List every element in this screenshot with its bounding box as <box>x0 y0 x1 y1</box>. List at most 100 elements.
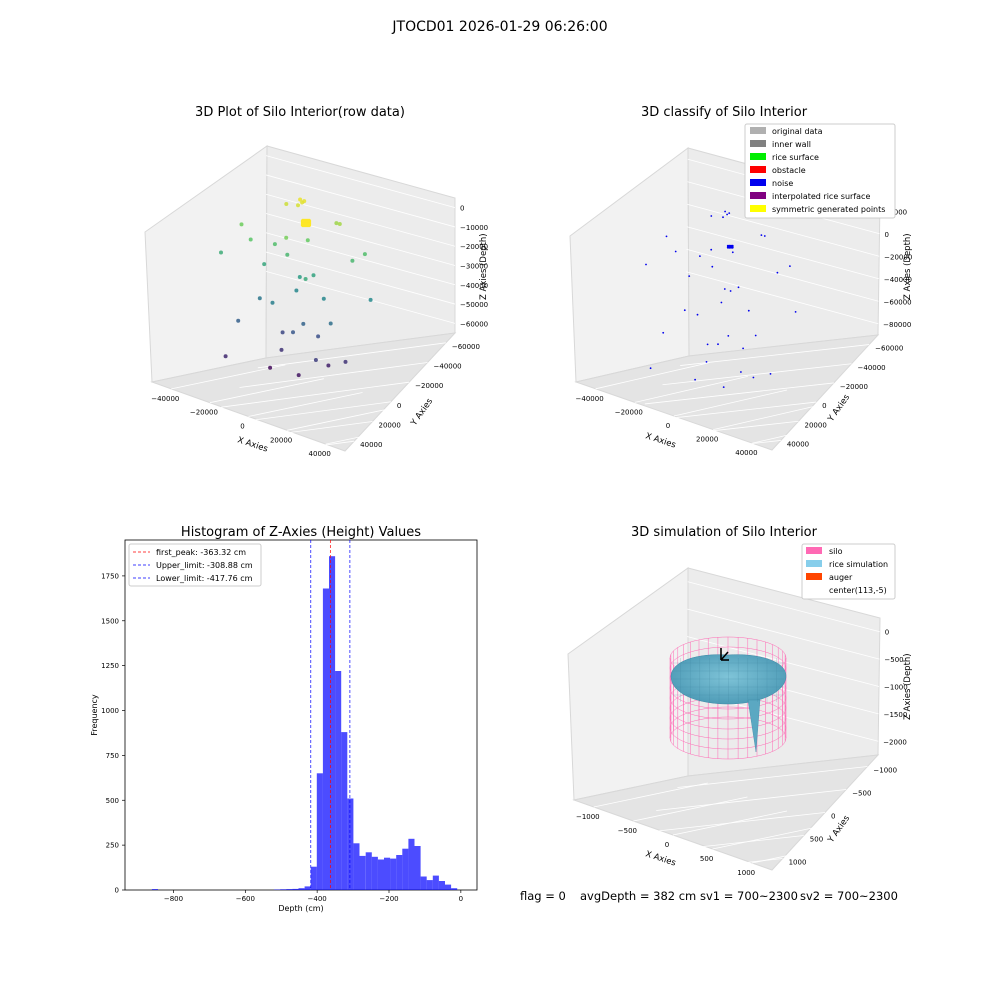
raw-point <box>316 334 321 339</box>
raw-zlabel: Z Axies (Depth) <box>479 233 489 300</box>
legend-swatch <box>806 560 822 567</box>
x-grid-line <box>752 838 867 864</box>
y-tick-label: 40000 <box>360 441 382 449</box>
raw-point <box>270 300 275 305</box>
hist-xlabel: Depth (cm) <box>278 904 323 913</box>
raw-point <box>311 273 316 278</box>
z-tick-label: −20000 <box>884 253 912 261</box>
classify-point <box>696 313 699 316</box>
histogram-panel: Histogram of Z-Axies (Height) Values −80… <box>90 525 478 913</box>
raw-point <box>326 363 331 368</box>
z-tick-label: −80000 <box>883 321 911 329</box>
y-tick-label: −500 <box>852 790 871 798</box>
classify-point <box>683 309 686 312</box>
classify-point <box>720 301 723 304</box>
hist-bar <box>298 888 305 890</box>
y-grid-line <box>677 766 868 788</box>
legend-swatch <box>750 166 766 173</box>
raw-point <box>285 252 290 257</box>
y-grid-line <box>592 858 783 880</box>
classify-point <box>710 248 713 251</box>
classify-point <box>728 212 731 215</box>
raw-point <box>262 262 267 267</box>
y-tick-label: −60000 <box>875 345 903 353</box>
raw-point <box>294 288 299 293</box>
y-tick-label: 0 <box>397 402 401 410</box>
hist-bar <box>402 848 409 890</box>
legend-swatch <box>806 586 822 593</box>
footer-status: flag = 0 avgDepth = 382 cm sv1 = 700~230… <box>520 889 898 903</box>
hist-bar <box>384 857 391 890</box>
classify-point <box>699 255 701 257</box>
y-grid-line <box>166 440 355 467</box>
classify-ylabel: Y Axies <box>826 392 853 424</box>
raw-title: 3D Plot of Silo Interior(row data) <box>195 105 405 120</box>
x-tick-label: −600 <box>236 895 255 903</box>
hist-bars <box>151 556 458 890</box>
classify-point <box>645 263 647 266</box>
x-tick-label: −1000 <box>576 813 600 821</box>
z-tick-label: −20000 <box>460 243 488 251</box>
y-tick-label: 0 <box>831 813 835 821</box>
raw-point <box>297 275 302 279</box>
classify-points <box>645 210 797 388</box>
legend-swatch <box>750 140 766 147</box>
z-grid-line <box>265 193 456 247</box>
hist-bar <box>414 846 421 890</box>
hist-bar <box>310 866 317 890</box>
hist-bar <box>329 556 336 890</box>
figure-title: JTOCD01 2026-01-29 06:26:00 <box>391 19 607 35</box>
legend-label: first_peak: -363.32 cm <box>156 548 246 557</box>
z-grid-line <box>265 232 456 286</box>
z-grid-line <box>686 271 879 325</box>
x-tick-label: 20000 <box>696 436 718 444</box>
y-grid-line <box>644 382 834 405</box>
z-tick-label: −60000 <box>884 298 912 306</box>
x-tick-label: 0 <box>240 423 244 431</box>
x-grid-line <box>209 378 324 404</box>
raw-point <box>334 221 339 226</box>
hist-bar <box>396 855 403 890</box>
rice-surface <box>670 654 787 753</box>
classify-legend: original data inner wall rice surface obsta… <box>744 123 896 219</box>
legend-label: inner wall <box>772 140 811 149</box>
z-tick-label: −30000 <box>460 263 488 271</box>
raw-point <box>284 235 289 240</box>
x-grid-line <box>593 782 708 808</box>
x-tick-label: 20000 <box>270 436 292 444</box>
y-grid-line <box>662 363 852 386</box>
footer-sv2: sv2 = 700~2300 <box>800 889 898 903</box>
raw-point <box>305 238 310 243</box>
y-tick-label: 40000 <box>787 440 809 448</box>
z-grid-line <box>687 581 880 633</box>
x-tick-label: 40000 <box>309 450 331 458</box>
y-tick-label: −60000 <box>452 343 480 351</box>
raw-point <box>219 250 223 255</box>
raw-point <box>298 197 303 202</box>
classify-point <box>769 373 772 375</box>
z-tick-label: 0 <box>460 205 464 213</box>
classify-xlabel: X Axies <box>644 431 677 450</box>
sim-zlabel: Z Axies (Depth) <box>903 653 913 720</box>
y-tick-label: −1000 <box>873 767 897 775</box>
classify-point <box>705 361 708 363</box>
legend-label: symmetric generated points <box>772 205 885 214</box>
hist-bar <box>390 858 397 890</box>
raw-scatter-panel: 3D Plot of Silo Interior(row data) −4000… <box>144 105 489 467</box>
raw-point <box>350 258 355 263</box>
raw-point <box>303 277 308 281</box>
z-tick-label: −50000 <box>460 301 488 309</box>
classify-point <box>729 290 732 292</box>
raw-point <box>362 252 367 257</box>
y-tick-label: 1000 <box>101 707 119 715</box>
raw-point <box>302 199 307 204</box>
legend-label: rice surface <box>772 153 819 162</box>
classify-point <box>752 376 755 379</box>
z-grid-line <box>265 155 456 209</box>
x-tick-label: 40000 <box>735 449 757 457</box>
raw-point <box>284 202 289 206</box>
y-tick-label: 500 <box>810 836 823 844</box>
x-tick-label: −800 <box>164 895 183 903</box>
classify-point <box>717 343 719 346</box>
